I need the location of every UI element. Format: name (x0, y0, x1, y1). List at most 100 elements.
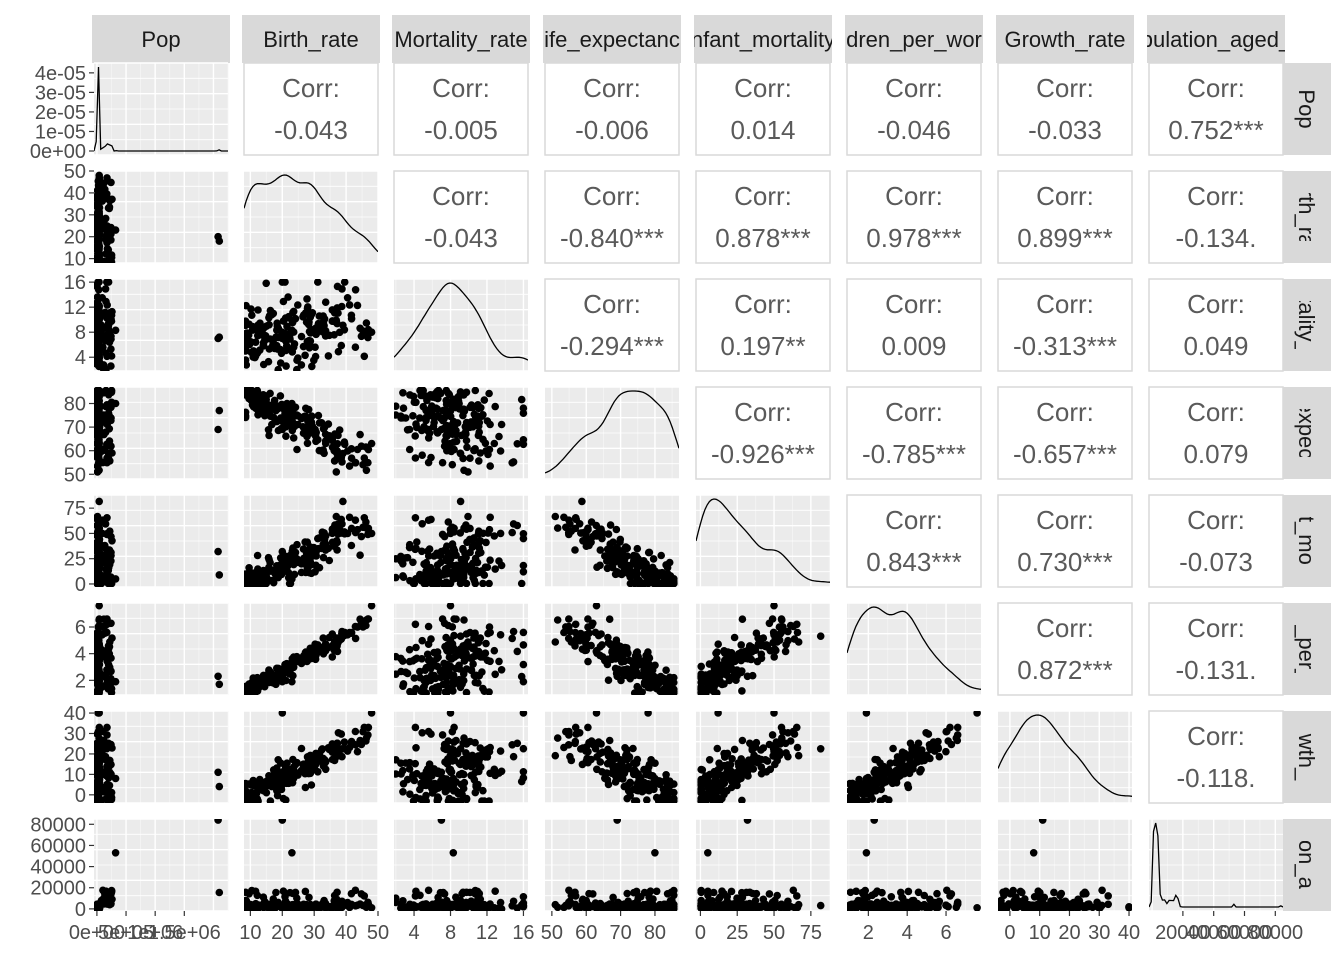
panel-r1-c7: Corr: -0.033 (997, 62, 1133, 156)
row-strip-label: rowth_ra (1294, 714, 1319, 800)
data-point (553, 616, 562, 624)
data-point (770, 653, 778, 661)
corr-panel-bg (1148, 494, 1284, 588)
data-point (333, 647, 342, 656)
data-point (272, 333, 280, 342)
data-point (477, 763, 485, 771)
data-point (367, 529, 376, 538)
data-point (709, 782, 718, 791)
data-point (413, 538, 421, 546)
data-point (793, 628, 802, 637)
data-point (265, 776, 274, 784)
data-point (470, 410, 479, 419)
data-point (444, 518, 453, 526)
data-point (424, 434, 433, 442)
data-point (592, 521, 601, 530)
data-point (496, 631, 505, 639)
data-point (467, 762, 476, 771)
corr-label: Corr: (432, 181, 490, 211)
row-strip-bg (1283, 63, 1331, 155)
data-point (325, 432, 334, 440)
corr-value: 0.197** (720, 331, 805, 361)
data-point (244, 780, 253, 788)
data-point (490, 532, 499, 540)
corr-panel-bg (1148, 602, 1284, 696)
data-point (749, 765, 758, 773)
data-point (444, 737, 453, 745)
data-point (449, 774, 458, 783)
data-point (495, 657, 503, 666)
row-strip-5: ant_morta (1283, 495, 1331, 587)
data-point (311, 568, 319, 576)
data-point (752, 629, 761, 637)
scatter-points (94, 711, 224, 803)
data-point (360, 352, 369, 361)
data-point (657, 551, 665, 560)
data-point (244, 688, 250, 695)
data-point (633, 682, 641, 691)
data-point (571, 737, 580, 746)
data-point (95, 654, 103, 663)
data-point (459, 405, 468, 414)
corr-value: 0.978*** (866, 223, 961, 253)
data-point (95, 529, 103, 538)
data-point (364, 445, 373, 454)
data-point (262, 279, 271, 288)
data-point (698, 766, 707, 774)
data-point (460, 734, 468, 742)
data-point (477, 404, 485, 412)
data-point (111, 326, 120, 335)
data-point (943, 727, 951, 736)
row-strip-7: rowth_ra (1283, 711, 1331, 803)
data-point (362, 621, 370, 630)
data-point (294, 556, 302, 564)
data-point (104, 786, 113, 795)
data-point (567, 756, 576, 765)
data-point (405, 765, 414, 773)
data-point (644, 677, 652, 686)
data-point (328, 755, 337, 764)
panel-r1-c8: Corr: 0.752*** (1148, 62, 1284, 156)
data-point (670, 678, 678, 687)
data-point (273, 563, 282, 571)
panel-r3-c6: Corr: 0.009 (846, 278, 982, 372)
data-point (95, 416, 104, 425)
data-point (259, 786, 268, 795)
data-point (399, 389, 407, 397)
corr-panel-bg (846, 278, 982, 372)
data-point (459, 770, 468, 779)
data-point (394, 402, 400, 410)
data-point (944, 737, 952, 745)
scatter-points (94, 171, 224, 263)
data-point (565, 615, 573, 623)
data-point (452, 749, 461, 758)
data-point (333, 304, 342, 312)
data-point (738, 615, 747, 623)
corr-panel-bg (243, 62, 379, 156)
data-point (101, 214, 110, 223)
data-point (420, 773, 428, 782)
data-point (448, 460, 457, 469)
data-point (244, 347, 250, 355)
data-point (479, 579, 487, 587)
data-point (101, 428, 110, 437)
panel-r6-c7: Corr: 0.872*** (997, 602, 1133, 696)
data-point (704, 793, 712, 802)
data-point (356, 324, 364, 333)
data-point (278, 547, 287, 556)
data-point (519, 568, 528, 576)
corr-value: -0.785*** (862, 439, 966, 469)
data-point (482, 447, 490, 455)
data-point (633, 544, 642, 553)
data-point (104, 279, 113, 286)
data-point (325, 745, 334, 754)
data-point (94, 432, 101, 440)
data-point (364, 723, 373, 732)
data-point (757, 746, 765, 754)
data-point (94, 787, 103, 795)
corr-value: -0.046 (877, 115, 951, 145)
data-point (551, 512, 560, 521)
column-strip-bg (694, 15, 832, 63)
data-point (778, 616, 786, 624)
data-point (272, 406, 280, 415)
